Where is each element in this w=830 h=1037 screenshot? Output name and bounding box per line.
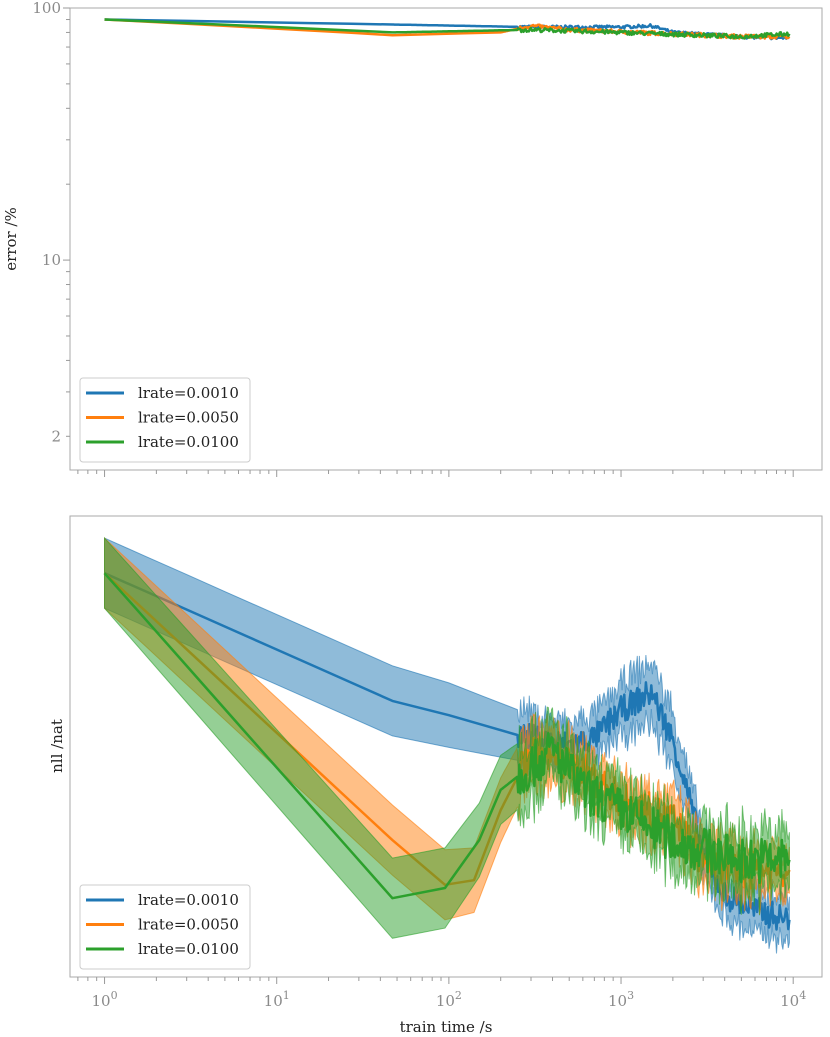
legend: lrate=0.0010 lrate=0.0050 lrate=0.0100 xyxy=(79,884,251,970)
axes-frame xyxy=(69,515,823,978)
y-tick-label: 100 xyxy=(32,0,61,17)
series-line-2 xyxy=(103,572,791,900)
x-tick-label: 104 xyxy=(780,989,806,1010)
y-tick-label: 2 xyxy=(51,427,61,445)
legend-entry: lrate=0.0100 xyxy=(138,940,239,958)
x-tick-label: 102 xyxy=(436,989,462,1010)
x-tick-label: 100 xyxy=(91,989,117,1010)
legend-entry: lrate=0.0100 xyxy=(138,433,239,451)
x-axis-label: train time /s xyxy=(400,1018,493,1036)
legend-entry: lrate=0.0010 xyxy=(138,384,239,402)
bottom-y-axis-label: nll /nat xyxy=(48,719,66,773)
top-y-axis-label: error /% xyxy=(2,207,20,271)
legend-entry: lrate=0.0050 xyxy=(138,409,239,427)
band-lrate00010 xyxy=(104,537,790,954)
legend-entry: lrate=0.0050 xyxy=(138,916,239,934)
top-plot: 100 10 2 lrate=0.0010 lrate=0.0050 lrate=0.01… xyxy=(32,0,823,477)
bottom-plot: 100 101 102 103 104lrate=0.0010lrate=0.0050l… xyxy=(69,515,823,1010)
series-line-2 xyxy=(104,18,791,40)
x-tick-label: 101 xyxy=(264,989,290,1010)
axes-frame xyxy=(69,7,823,471)
y-tick-label: 10 xyxy=(42,251,61,269)
legend-entry: lrate=0.0010 xyxy=(138,891,239,909)
legend: lrate=0.0010 lrate=0.0050 lrate=0.0100 xyxy=(79,377,251,463)
x-tick-label: 103 xyxy=(608,989,634,1010)
